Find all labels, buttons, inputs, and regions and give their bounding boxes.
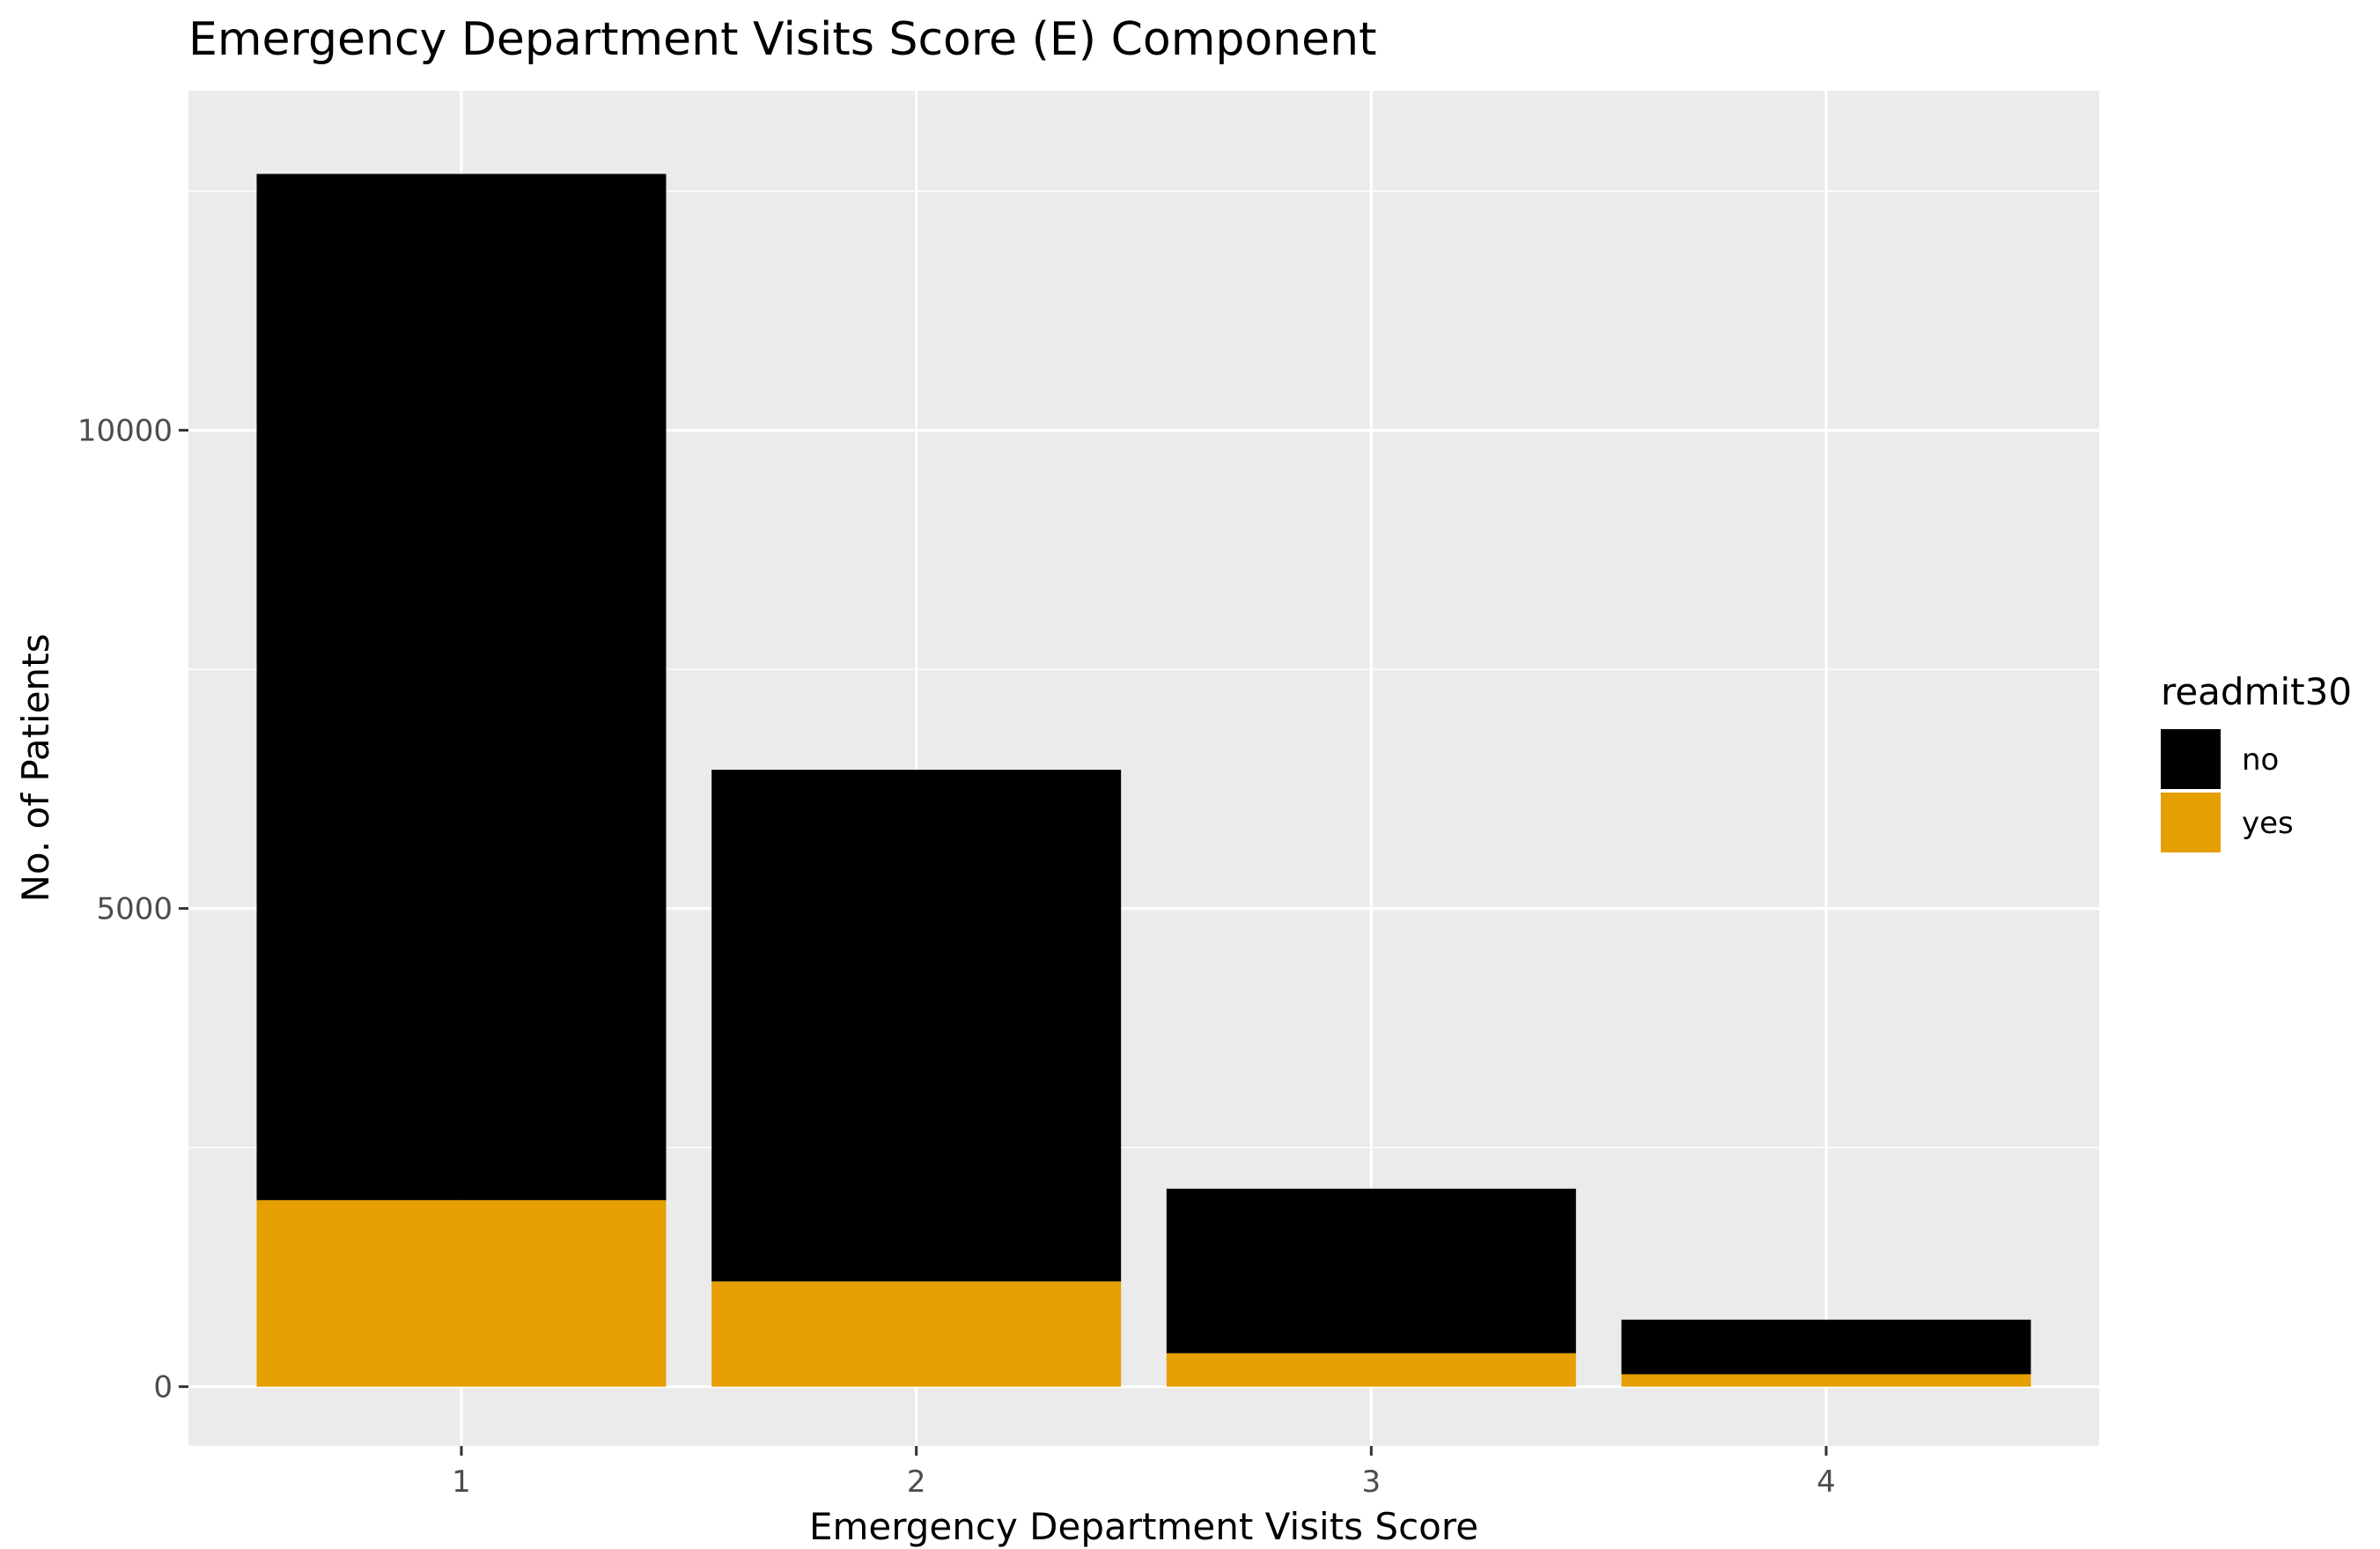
x-tick-label: 4: [1816, 1464, 1836, 1500]
legend-title: readmit30: [2161, 670, 2352, 713]
bar-no-3: [1166, 1188, 1576, 1354]
y-tick-label: 0: [153, 1370, 173, 1405]
x-axis: 1 2 3 4: [452, 1446, 1836, 1500]
x-axis-title: Emergency Department Visits Score: [809, 1505, 1478, 1548]
y-axis: 0 5000 10000: [77, 414, 188, 1405]
legend-label-no: no: [2242, 742, 2279, 778]
bar-yes-2: [711, 1281, 1122, 1387]
y-tick-label: 5000: [96, 892, 173, 927]
bar-no-1: [256, 173, 667, 1200]
bars: [256, 173, 2031, 1387]
legend-key-yes: [2161, 793, 2221, 852]
y-axis-title: No. of Patients: [14, 633, 57, 902]
bar-yes-4: [1621, 1374, 2031, 1387]
x-tick-label: 1: [452, 1464, 471, 1500]
bar-yes-3: [1166, 1353, 1576, 1387]
chart-title: Emergency Department Visits Score (E) Co…: [188, 13, 1376, 66]
x-tick-label: 3: [1362, 1464, 1382, 1500]
bar-no-4: [1621, 1319, 2031, 1375]
legend-label-yes: yes: [2242, 806, 2294, 841]
bar-yes-1: [256, 1199, 667, 1387]
y-tick-label: 10000: [77, 414, 173, 449]
legend-key-no: [2161, 729, 2221, 789]
bar-no-2: [711, 770, 1122, 1282]
legend: readmit30 no yes: [2161, 670, 2352, 852]
x-tick-label: 2: [907, 1464, 926, 1500]
